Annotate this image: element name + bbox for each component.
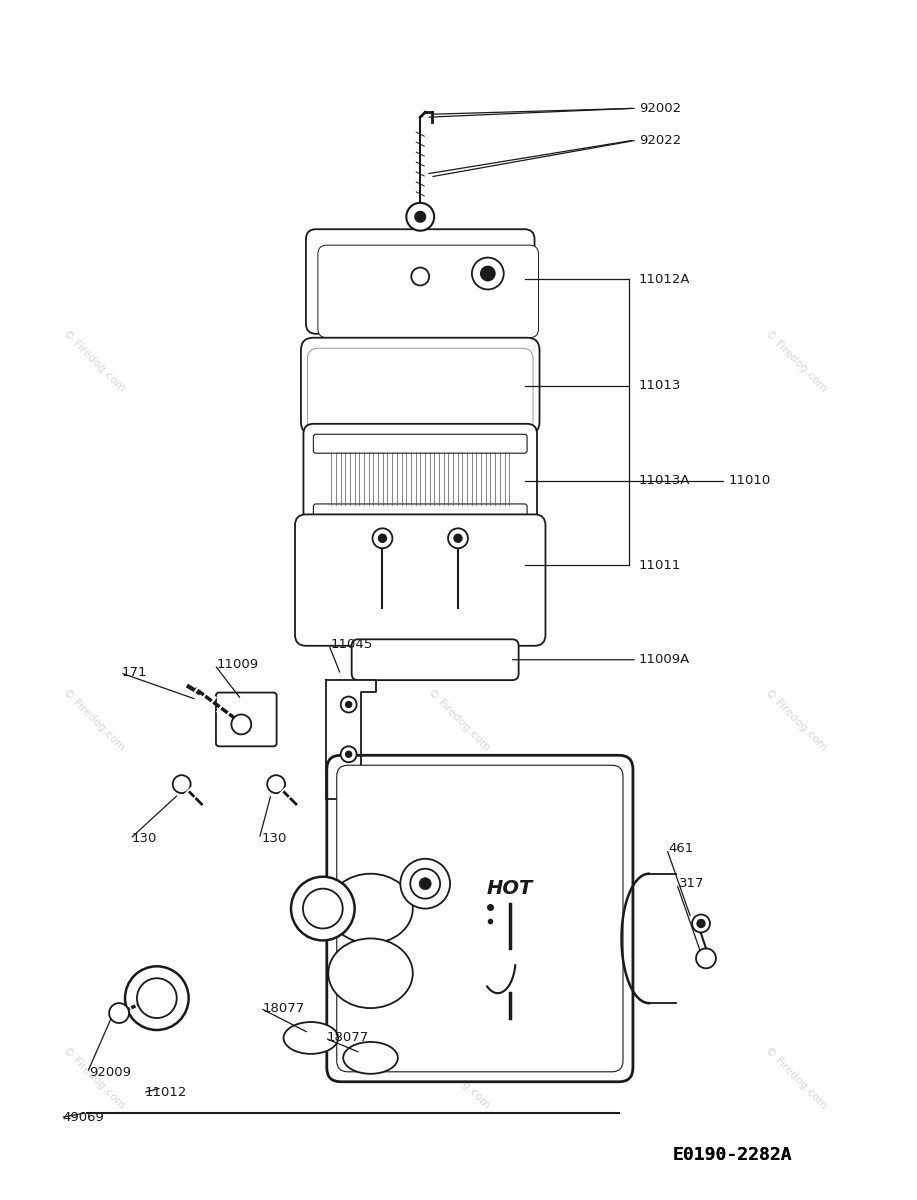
Text: © Firedog.com: © Firedog.com (61, 686, 127, 752)
Circle shape (231, 714, 251, 734)
Text: 18077: 18077 (262, 1002, 304, 1015)
Circle shape (303, 889, 343, 929)
Circle shape (692, 914, 710, 932)
Text: HOT: HOT (487, 880, 533, 898)
Text: 11013: 11013 (639, 379, 681, 392)
Text: © Firedog.com: © Firedog.com (763, 1045, 829, 1111)
Circle shape (137, 978, 177, 1018)
FancyBboxPatch shape (351, 640, 519, 680)
Text: E0190-2282A: E0190-2282A (672, 1146, 791, 1164)
Text: © Firedog.com: © Firedog.com (763, 686, 829, 752)
FancyBboxPatch shape (304, 424, 537, 533)
FancyBboxPatch shape (295, 515, 546, 646)
Circle shape (401, 859, 450, 908)
Circle shape (454, 534, 462, 542)
Polygon shape (326, 679, 375, 799)
Circle shape (372, 528, 392, 548)
Text: 11010: 11010 (728, 474, 770, 487)
Text: 49069: 49069 (62, 1111, 105, 1124)
FancyBboxPatch shape (337, 766, 623, 1072)
Text: 92009: 92009 (89, 1067, 131, 1079)
Text: © Firedog.com: © Firedog.com (61, 329, 127, 394)
Text: 11045: 11045 (331, 638, 373, 652)
FancyBboxPatch shape (306, 229, 535, 334)
FancyBboxPatch shape (307, 348, 533, 432)
Text: 92002: 92002 (639, 102, 681, 115)
Circle shape (472, 258, 503, 289)
Circle shape (341, 746, 357, 762)
Circle shape (291, 877, 355, 941)
Text: 92022: 92022 (639, 133, 681, 146)
Text: 130: 130 (132, 833, 158, 845)
Circle shape (346, 751, 351, 757)
Circle shape (172, 775, 191, 793)
Circle shape (419, 877, 431, 889)
Text: 11012: 11012 (145, 1086, 187, 1099)
Circle shape (696, 948, 716, 968)
Ellipse shape (343, 1042, 398, 1074)
FancyBboxPatch shape (314, 434, 527, 454)
Text: © Firedog.com: © Firedog.com (763, 329, 829, 394)
Circle shape (125, 966, 189, 1030)
Text: 317: 317 (679, 877, 704, 890)
Circle shape (406, 203, 434, 230)
Circle shape (697, 919, 705, 928)
FancyBboxPatch shape (301, 337, 539, 434)
Text: © Firedog.com: © Firedog.com (61, 1045, 127, 1111)
Circle shape (346, 702, 351, 708)
Text: 171: 171 (122, 666, 148, 679)
Ellipse shape (328, 874, 413, 943)
FancyBboxPatch shape (326, 755, 633, 1081)
Text: 11013A: 11013A (639, 474, 691, 487)
Text: 461: 461 (668, 842, 694, 856)
Text: © Firedog.com: © Firedog.com (425, 686, 492, 752)
Text: © Firedog.com: © Firedog.com (425, 1045, 492, 1111)
Ellipse shape (328, 938, 413, 1008)
Circle shape (448, 528, 468, 548)
Text: 18077: 18077 (326, 1032, 369, 1044)
Text: 11011: 11011 (639, 559, 681, 571)
Circle shape (415, 212, 425, 222)
Circle shape (410, 869, 440, 899)
FancyBboxPatch shape (216, 692, 277, 746)
FancyBboxPatch shape (318, 245, 538, 337)
Text: E0190-2282A: E0190-2282A (672, 1146, 791, 1164)
FancyBboxPatch shape (314, 504, 527, 523)
Circle shape (109, 1003, 129, 1024)
Ellipse shape (283, 1022, 338, 1054)
Text: © Firedog.com: © Firedog.com (425, 329, 492, 394)
Text: 11009: 11009 (216, 658, 259, 671)
Text: 11012A: 11012A (639, 272, 691, 286)
Circle shape (481, 266, 495, 281)
Circle shape (379, 534, 386, 542)
Circle shape (341, 696, 357, 713)
Circle shape (412, 268, 429, 286)
Circle shape (267, 775, 285, 793)
Text: 130: 130 (261, 833, 287, 845)
Text: 11009A: 11009A (639, 653, 691, 666)
